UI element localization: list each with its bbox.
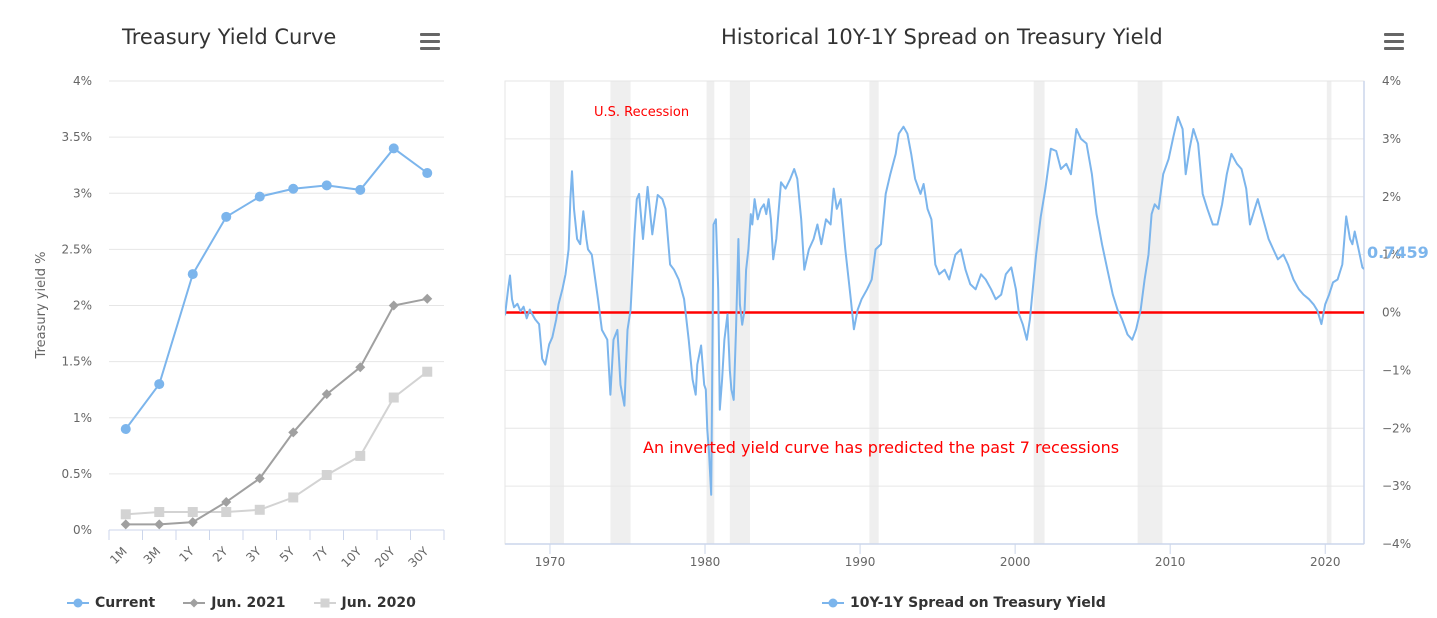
x-tick-label: 2000 — [1000, 555, 1031, 569]
data-point[interactable] — [288, 183, 299, 194]
x-tick-label: 2020 — [1310, 555, 1341, 569]
legend-item-current[interactable]: Current — [67, 595, 155, 611]
y-tick-label: 1% — [73, 411, 92, 425]
y-tick-label: −2% — [1382, 421, 1411, 435]
data-point[interactable] — [321, 180, 332, 191]
hamburger-menu-icon-bar — [420, 47, 440, 50]
y-tick-label: 0% — [73, 523, 92, 537]
series-group — [120, 143, 433, 530]
series-line — [125, 297, 428, 526]
y-axis-tick-labels: 0% 0.5% 1% 1.5% 2% 2.5% 3% 3.5% 4% — [62, 74, 93, 537]
data-point[interactable] — [221, 496, 232, 507]
data-point[interactable] — [254, 504, 265, 515]
data-point[interactable] — [154, 519, 165, 530]
x-axis-ticks: 1970 1980 1990 2000 2010 2020 — [535, 544, 1341, 569]
last-value-label: 0.7459 — [1367, 243, 1429, 262]
y-tick-label: 2% — [73, 299, 92, 313]
data-point[interactable] — [120, 519, 131, 530]
data-point[interactable] — [388, 300, 399, 311]
data-point[interactable] — [154, 507, 165, 518]
y-tick-label: −1% — [1382, 363, 1411, 377]
y-tick-label: 4% — [1382, 74, 1401, 88]
series-jun-2020 — [120, 366, 433, 520]
data-point[interactable] — [288, 427, 299, 438]
legend-label: 10Y-1Y Spread on Treasury Yield — [850, 595, 1106, 611]
hamburger-menu-icon — [1384, 33, 1404, 36]
series-line — [125, 370, 428, 516]
spread-series-line[interactable] — [505, 115, 1364, 496]
y-tick-label: −3% — [1382, 479, 1411, 493]
y-tick-label: 3% — [73, 186, 92, 200]
data-point[interactable] — [254, 191, 265, 202]
data-point[interactable] — [388, 143, 399, 154]
series-current — [120, 143, 433, 434]
x-tick-label: 1980 — [690, 555, 721, 569]
hamburger-menu-icon-bar — [1384, 40, 1404, 43]
left-chart-title: Treasury Yield Curve — [122, 25, 337, 49]
data-point[interactable] — [321, 469, 332, 480]
hamburger-menu-icon — [420, 33, 440, 36]
data-point[interactable] — [422, 168, 433, 179]
y-tick-label: −4% — [1382, 537, 1411, 551]
x-tick-label: 1990 — [845, 555, 876, 569]
data-point[interactable] — [187, 507, 198, 518]
data-point[interactable] — [422, 293, 433, 304]
legend-item-jun-2020[interactable]: Jun. 2020 — [313, 595, 416, 611]
data-point[interactable] — [187, 517, 198, 528]
series-line — [124, 147, 428, 430]
y-tick-label: 4% — [73, 74, 92, 88]
y-tick-label: 0% — [1382, 306, 1401, 320]
data-point[interactable] — [120, 423, 131, 434]
legend-label: Current — [95, 595, 156, 611]
y-axis-title: Treasury yield % — [34, 252, 49, 360]
data-point[interactable] — [422, 366, 433, 377]
y-gridlines — [109, 80, 444, 475]
spread-history-chart: 1970 1980 1990 2000 2010 2020 −4% −3% −2% −1% 0% 1… — [504, 74, 1429, 569]
data-point[interactable] — [221, 507, 232, 518]
data-point[interactable] — [321, 389, 332, 400]
right-chart-title: Historical 10Y-1Y Spread on Treasury Yie… — [721, 25, 1163, 49]
circle-marker-icon — [822, 598, 844, 608]
y-axis-tick-labels: −4% −3% −2% −1% 0% 1% 2% 3% 4% — [1382, 74, 1411, 551]
recession-label: U.S. Recession — [594, 105, 689, 120]
inversion-annotation: An inverted yield curve has predicted th… — [643, 438, 1119, 457]
y-tick-label: 0.5% — [62, 467, 93, 481]
y-tick-label: 2% — [1382, 190, 1401, 204]
y-tick-label: 3% — [1382, 132, 1401, 146]
circle-marker-icon — [67, 598, 89, 608]
y-tick-label: 2.5% — [62, 242, 93, 256]
yield-curve-chart: 0% 0.5% 1% 1.5% 2% 2.5% 3% 3.5% 4% Treasury yiel… — [34, 74, 445, 570]
square-marker-icon — [313, 598, 336, 608]
data-point[interactable] — [221, 211, 232, 222]
legend-label: Jun. 2021 — [211, 595, 286, 611]
left-chart-legend: Current Jun. 2021 Jun. 2020 — [67, 595, 444, 611]
y-tick-label: 1.5% — [62, 355, 93, 369]
diamond-marker-icon — [183, 598, 206, 608]
data-point[interactable] — [254, 473, 265, 484]
data-point[interactable] — [355, 450, 366, 461]
left-chart-menu-button[interactable] — [418, 33, 442, 55]
hamburger-menu-icon-bar — [420, 40, 440, 43]
data-point[interactable] — [120, 509, 131, 520]
hamburger-menu-icon-bar — [1384, 47, 1404, 50]
x-tick-label: 2010 — [1155, 555, 1186, 569]
data-point[interactable] — [355, 184, 366, 195]
y-tick-label: 3.5% — [62, 130, 93, 144]
series-jun-2021 — [120, 293, 433, 530]
data-point[interactable] — [154, 379, 165, 390]
legend-item-jun-2021[interactable]: Jun. 2021 — [183, 595, 286, 611]
right-chart-legend: 10Y-1Y Spread on Treasury Yield — [822, 595, 1134, 611]
data-point[interactable] — [187, 269, 198, 280]
legend-label: Jun. 2020 — [341, 595, 416, 611]
right-chart-menu-button[interactable] — [1382, 33, 1406, 55]
y-gridlines — [505, 80, 1364, 487]
data-point[interactable] — [355, 362, 366, 373]
data-point[interactable] — [388, 392, 399, 403]
x-tick-label: 1970 — [535, 555, 566, 569]
data-point[interactable] — [288, 492, 299, 503]
y-tick-label: 1% — [1382, 248, 1401, 262]
legend-item-spread[interactable]: 10Y-1Y Spread on Treasury Yield — [822, 595, 1106, 611]
